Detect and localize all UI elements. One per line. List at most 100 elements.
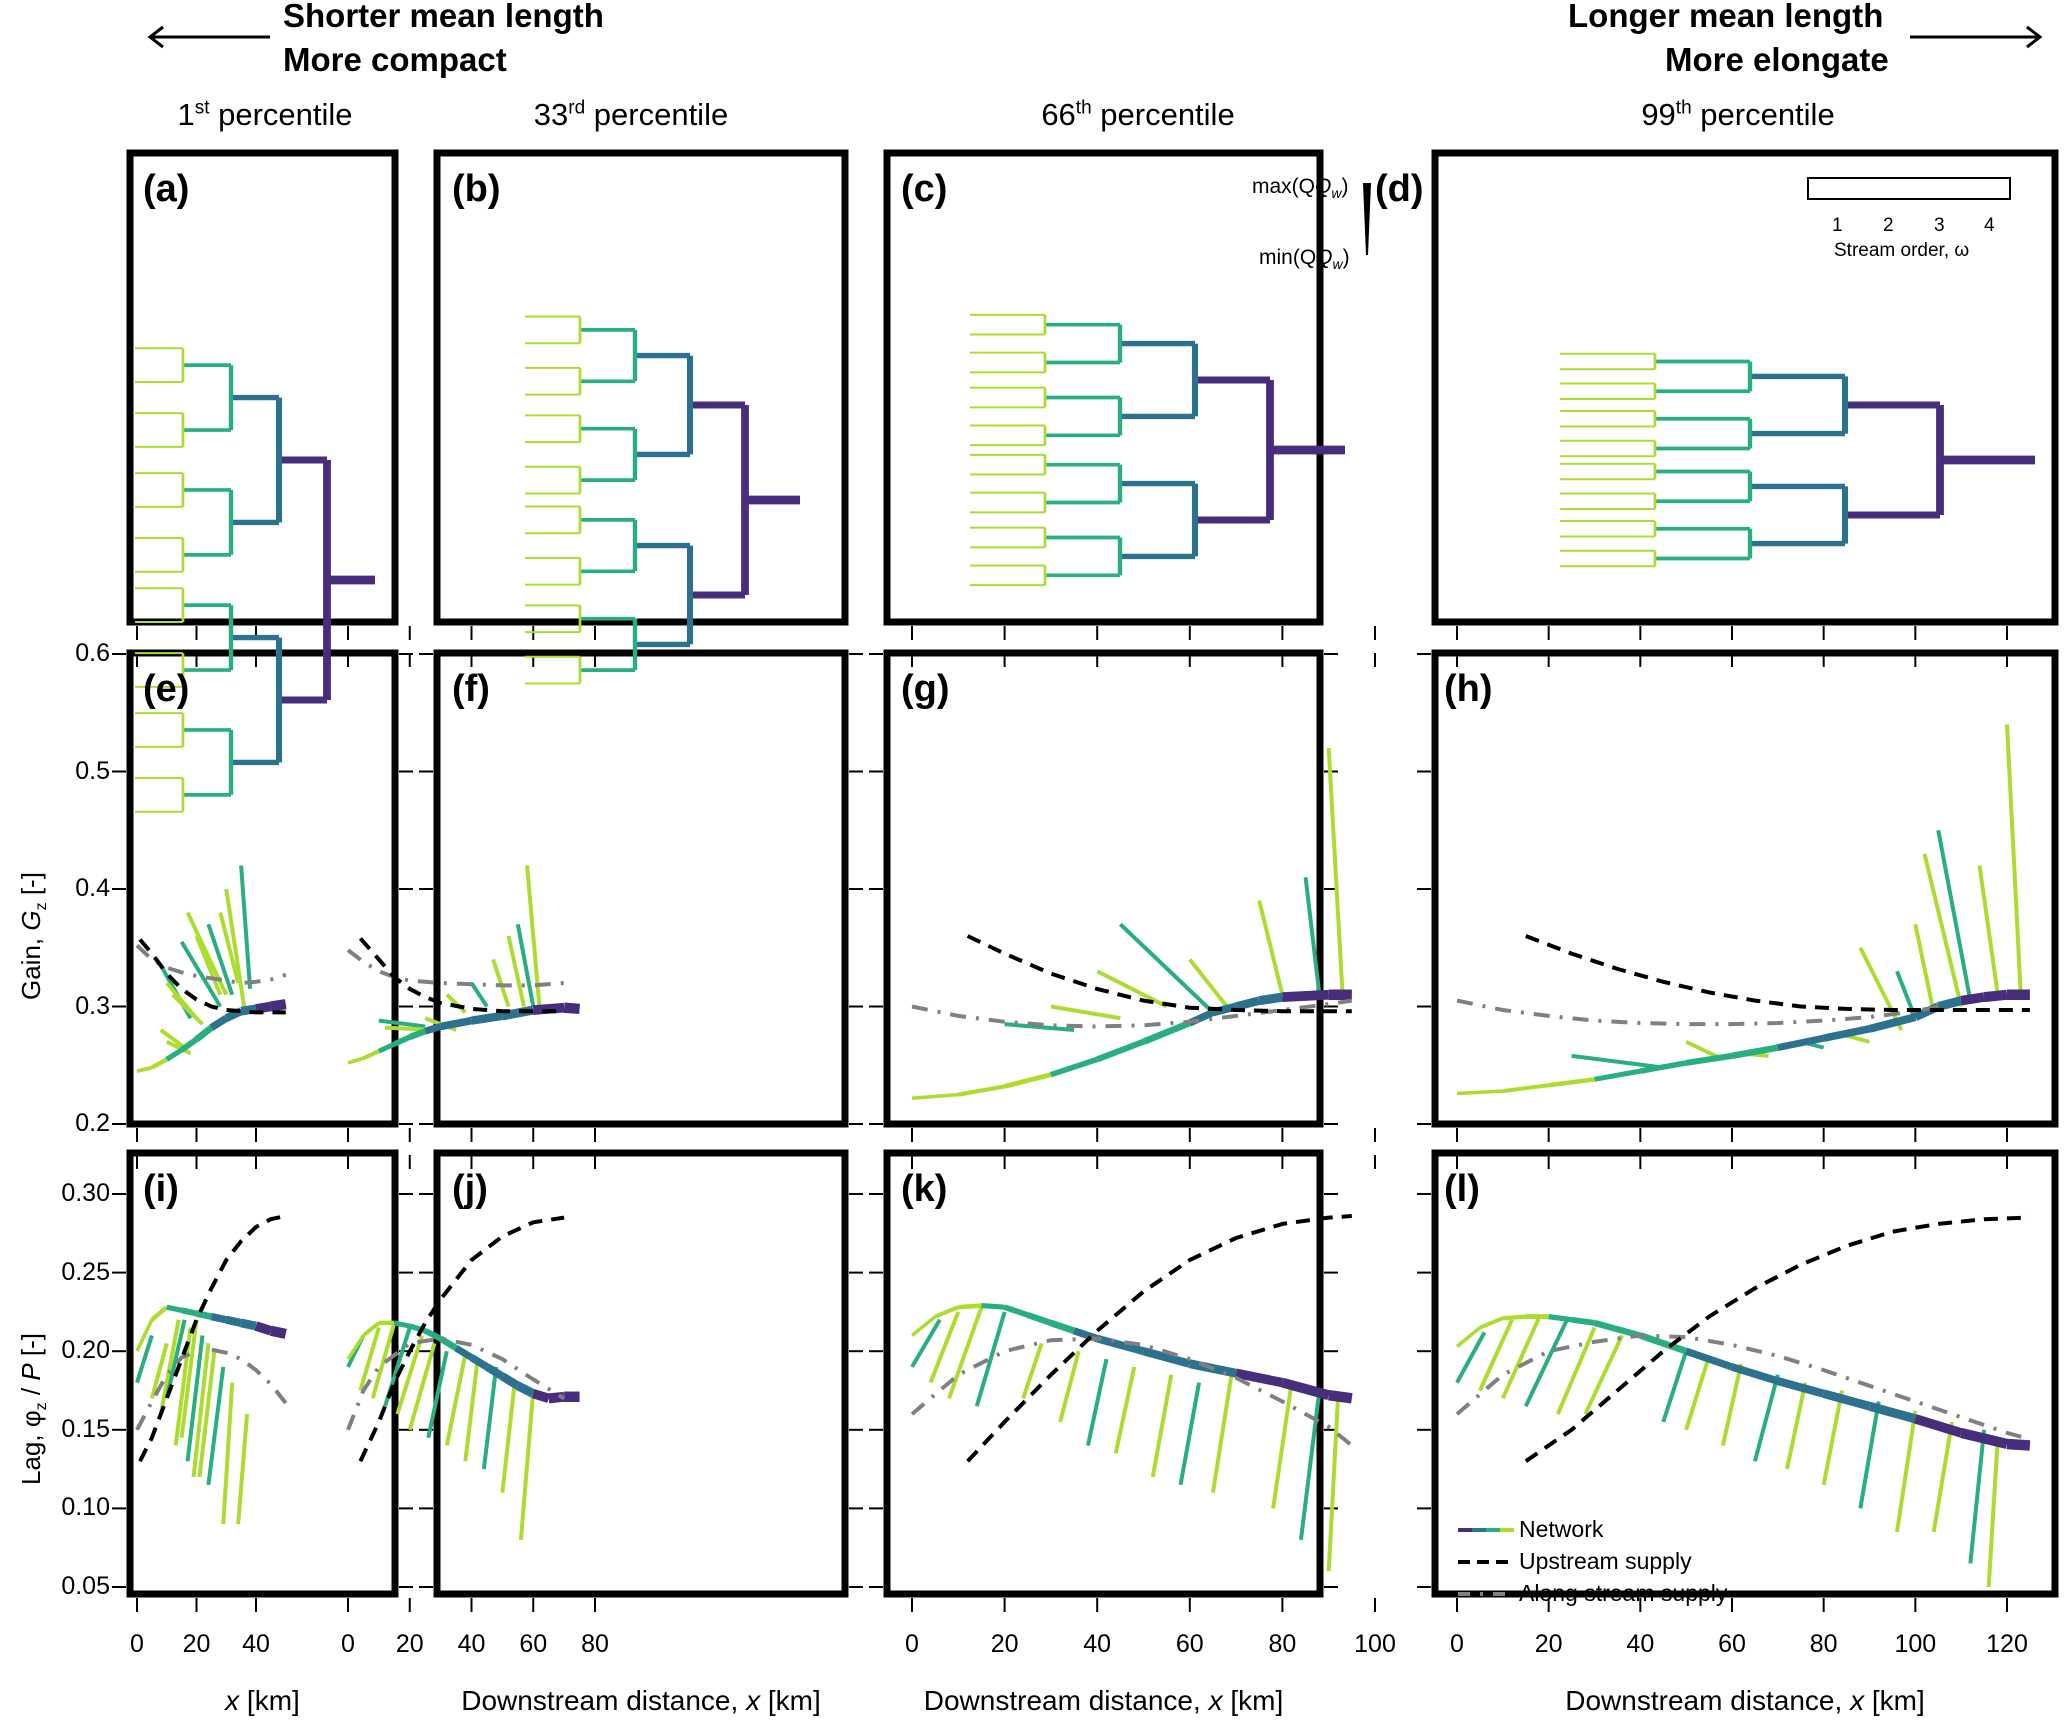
x-axis-label: Downstream distance, x [km] [923, 1685, 1284, 1716]
network-tributary [224, 888, 247, 1007]
column-title-3: 66th percentile [928, 97, 1348, 133]
network-tributary [1150, 1374, 1174, 1478]
network-tributary [1555, 1326, 1597, 1415]
network-trunk-segment [1960, 992, 1985, 1006]
x-tick-label: 60 [519, 1630, 548, 1658]
network-trunk-segment [1959, 1428, 2009, 1449]
network-tributary [426, 1350, 449, 1439]
network-tributary [194, 935, 223, 996]
panel-frame [126, 149, 399, 626]
network-trunk-segment [1777, 1034, 1825, 1052]
col-rest: percentile [585, 97, 729, 132]
network-trunk-segment [1049, 1319, 1076, 1334]
network-tributary [221, 1382, 235, 1525]
upstream-supply-line [1524, 1215, 2030, 1463]
network-trunk-segment [1548, 1313, 1572, 1323]
network-tributary [445, 993, 467, 1014]
network-trunk-segment [209, 1015, 229, 1031]
discharge-wedge-icon [1363, 183, 1371, 255]
upstream-supply-line [138, 1214, 287, 1463]
network-tributary [191, 1343, 211, 1478]
network-tributary [1118, 922, 1215, 1014]
upstream-supply-line [358, 1215, 565, 1463]
panel-frame [883, 149, 1324, 626]
legend-network: Network [1519, 1516, 1604, 1542]
network-trunk-segment [270, 999, 287, 1012]
network-tributary [2005, 724, 2023, 995]
network-tributary [1583, 1334, 1624, 1415]
along-stream-supply-line [135, 943, 287, 986]
network-trunk-segment [408, 1028, 427, 1041]
network-tributary [1968, 1429, 1987, 1564]
network-trunk-segment [1502, 1083, 1549, 1094]
network-trunk-segment [1776, 1377, 1825, 1398]
x-tick-label: 20 [182, 1630, 211, 1658]
network-tributary [370, 1322, 397, 1399]
qw-sub: w [1332, 256, 1343, 273]
lag-axis-label: Lag, φz / P [-] [16, 1332, 51, 1485]
network-tributary [236, 1413, 250, 1525]
panel-label-b: (b) [452, 168, 501, 210]
network-tributary [239, 865, 253, 990]
panel-label-k: (k) [901, 1168, 948, 1210]
x-axis-label: Downstream distance, x [km] [461, 1685, 821, 1716]
min-text: min(Q [1259, 246, 1317, 269]
header-right-line2: More elongate [1665, 41, 1889, 78]
y-tick-label: 0.2 [75, 1109, 110, 1137]
network-trunk-segment [1142, 1019, 1192, 1045]
network-trunk-segment [135, 1318, 154, 1352]
network-trunk-segment [1913, 1414, 1963, 1438]
panel-frame [1431, 149, 2059, 626]
network-trunk-segment [1026, 1312, 1052, 1326]
y-tick-label: 0.10 [61, 1493, 110, 1522]
col-sup: rd [568, 97, 586, 119]
upstream-supply-line [966, 1214, 1352, 1463]
network-trunk-segment [240, 1318, 257, 1331]
network-tributary [1004, 1022, 1075, 1032]
x-tick-label: 20 [395, 1630, 424, 1658]
panel-label-h: (h) [1444, 668, 1493, 710]
network-trunk-segment [347, 1056, 364, 1065]
network-tributary [974, 1311, 1007, 1407]
network-tributary [1257, 900, 1285, 996]
x-tick-label: 100 [1354, 1630, 1396, 1658]
network-trunk-segment [136, 1065, 153, 1073]
left-arrow-head-icon [147, 25, 164, 49]
x-axis-label: x [km] [225, 1685, 300, 1716]
y-tick-label: 0.15 [61, 1414, 110, 1443]
y-tick-label: 0.30 [61, 1179, 110, 1207]
x-tick-label: 20 [1534, 1630, 1563, 1658]
network-tributary [500, 1382, 517, 1493]
network-trunk-segment [1639, 1060, 1687, 1074]
x-tick-label: 40 [1083, 1630, 1112, 1658]
network-tributary [206, 1366, 226, 1486]
upstream-supply-line [138, 938, 286, 1015]
colorbar-tick-3: 3 [1934, 215, 1945, 236]
network-tributary [206, 923, 235, 996]
network-trunk-segment [2006, 1438, 2031, 1451]
network-tributary [1096, 969, 1168, 1009]
network-trunk-segment [1282, 989, 1329, 1002]
x-tick-label: 80 [1809, 1630, 1838, 1658]
y-tick-label: 0.5 [75, 756, 110, 785]
x-tick-label: 120 [1986, 1630, 2028, 1658]
network-tributary [1178, 1382, 1202, 1486]
network-trunk-segment [1937, 996, 1963, 1011]
network-trunk-segment [1479, 1316, 1504, 1330]
x-tick-label: 0 [905, 1630, 919, 1658]
network-trunk-segment [531, 1389, 551, 1403]
panel-label-g: (g) [901, 668, 950, 710]
gain-axis-label: Gain, Gz [-] [16, 872, 51, 1000]
network-tributary [171, 993, 204, 1026]
network-trunk-segment [1502, 1314, 1526, 1321]
network-trunk-segment [1235, 996, 1261, 1011]
network-trunk-segment [484, 1363, 505, 1380]
network-tributary [506, 935, 526, 1007]
network-trunk-segment [210, 1313, 228, 1324]
network-tributary [165, 1039, 192, 1056]
panel-frame [1431, 1149, 2059, 1598]
network-trunk-segment [958, 1303, 982, 1310]
network-tributary [1523, 1318, 1569, 1408]
network-tributary [218, 912, 241, 984]
column-title-1: 1st percentile [55, 97, 475, 133]
